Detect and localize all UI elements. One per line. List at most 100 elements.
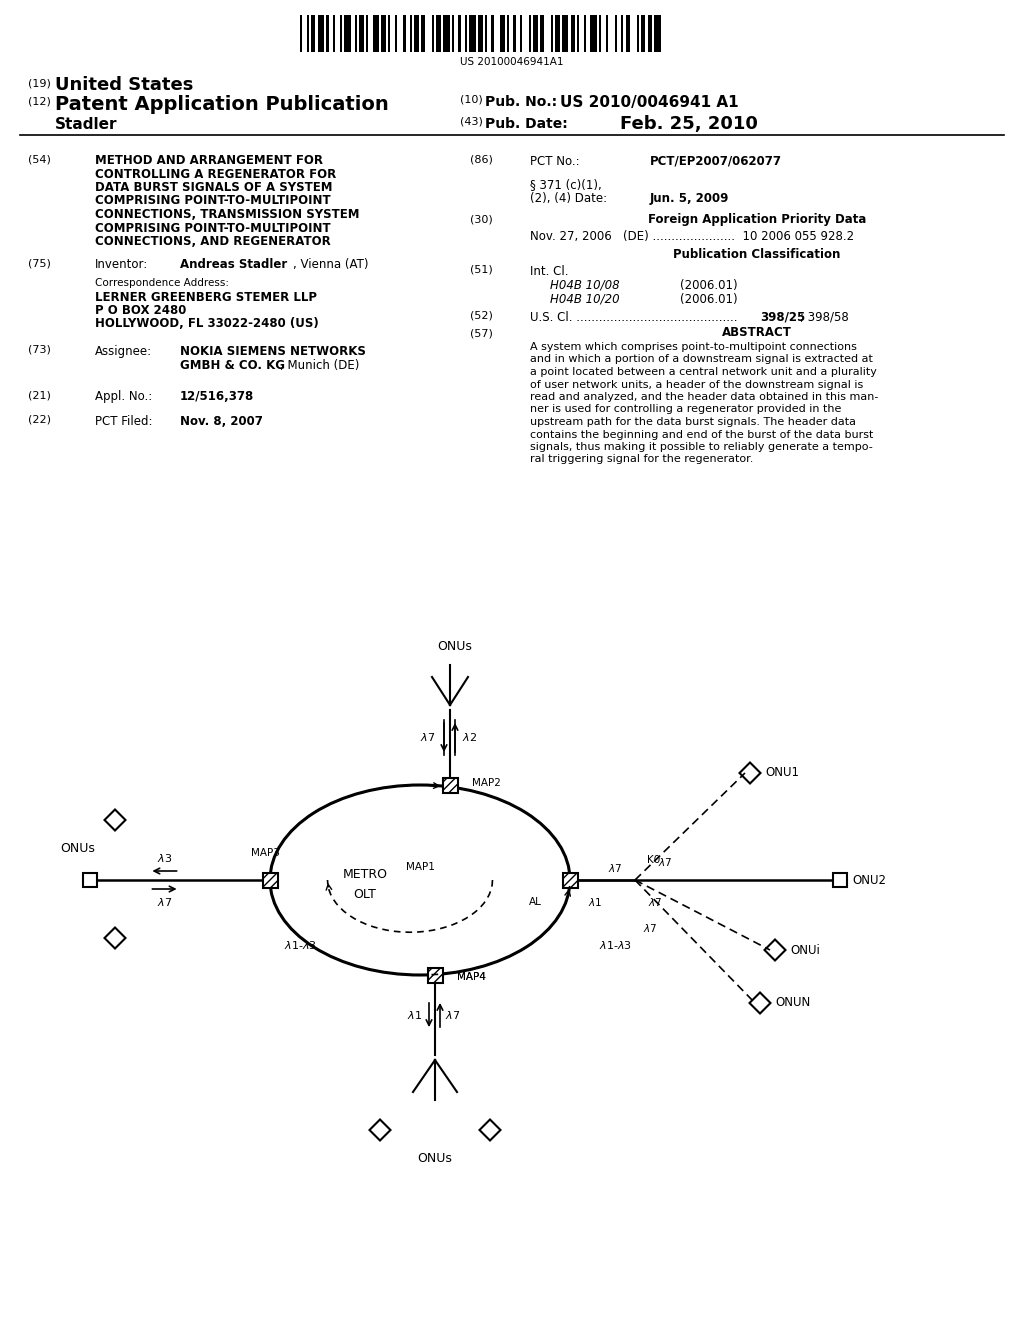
Bar (443, 15, 450, 51)
Text: (51): (51) (470, 265, 493, 275)
Bar (427, 968, 442, 982)
Text: (21): (21) (28, 389, 51, 400)
Text: ABSTRACT: ABSTRACT (722, 326, 792, 339)
Text: (22): (22) (28, 414, 51, 425)
Text: US 2010/0046941 A1: US 2010/0046941 A1 (560, 95, 738, 110)
Bar (317, 15, 325, 51)
Text: $\lambda$7: $\lambda$7 (643, 921, 657, 935)
Bar (641, 15, 645, 51)
Text: MAP1: MAP1 (406, 862, 434, 873)
Text: MAP2: MAP2 (472, 777, 501, 788)
Bar (555, 15, 559, 51)
Text: LERNER GREENBERG STEMER LLP: LERNER GREENBERG STEMER LLP (95, 290, 317, 304)
Bar (359, 15, 364, 51)
Text: NOKIA SIEMENS NETWORKS: NOKIA SIEMENS NETWORKS (180, 345, 366, 358)
Text: (86): (86) (470, 154, 493, 165)
Bar (484, 15, 487, 51)
Text: , Vienna (AT): , Vienna (AT) (293, 257, 369, 271)
Bar (262, 873, 278, 887)
Bar (520, 15, 522, 51)
Bar (452, 15, 454, 51)
Text: (43): (43) (460, 117, 486, 127)
Text: read and analyzed, and the header data obtained in this man-: read and analyzed, and the header data o… (530, 392, 879, 403)
Bar (478, 15, 482, 51)
Text: upstream path for the data burst signals. The header data: upstream path for the data burst signals… (530, 417, 856, 426)
Text: (12): (12) (28, 96, 51, 107)
Text: K0: K0 (647, 855, 660, 865)
Text: of user network units, a header of the downstream signal is: of user network units, a header of the d… (530, 380, 863, 389)
Bar (311, 15, 315, 51)
Bar (599, 15, 601, 51)
Bar (442, 777, 458, 792)
Bar (591, 15, 597, 51)
Text: $\lambda$3: $\lambda$3 (157, 851, 172, 865)
Text: DATA BURST SIGNALS OF A SYSTEM: DATA BURST SIGNALS OF A SYSTEM (95, 181, 333, 194)
Bar (637, 15, 639, 51)
Text: METHOD AND ARRANGEMENT FOR: METHOD AND ARRANGEMENT FOR (95, 154, 323, 168)
Text: $\lambda$7: $\lambda$7 (157, 896, 172, 908)
Text: ONUs: ONUs (437, 640, 472, 653)
Bar (551, 15, 553, 51)
Text: $\lambda$1: $\lambda$1 (588, 896, 602, 908)
Text: ONU1: ONU1 (765, 767, 799, 780)
Polygon shape (104, 809, 126, 830)
Bar (654, 15, 660, 51)
Text: CONTROLLING A REGENERATOR FOR: CONTROLLING A REGENERATOR FOR (95, 168, 336, 181)
Bar (833, 873, 847, 887)
Text: $\lambda$7: $\lambda$7 (421, 731, 435, 743)
Bar (432, 15, 434, 51)
Text: PCT/EP2007/062077: PCT/EP2007/062077 (650, 154, 782, 168)
Text: (30): (30) (470, 215, 493, 224)
Text: PCT Filed:: PCT Filed: (95, 414, 153, 428)
Bar (436, 15, 440, 51)
Polygon shape (370, 1119, 390, 1140)
Bar (459, 15, 461, 51)
Text: contains the beginning and end of the burst of the data burst: contains the beginning and end of the bu… (530, 429, 873, 440)
Text: $\lambda$1-$\lambda$3: $\lambda$1-$\lambda$3 (599, 939, 632, 950)
Text: GMBH & CO. KG: GMBH & CO. KG (180, 359, 285, 372)
Text: signals, thus making it possible to reliably generate a tempo-: signals, thus making it possible to reli… (530, 442, 872, 451)
Bar (492, 15, 494, 51)
Bar (578, 15, 580, 51)
Text: $\lambda$1: $\lambda$1 (408, 1008, 423, 1020)
Text: COMPRISING POINT-TO-MULTIPOINT: COMPRISING POINT-TO-MULTIPOINT (95, 222, 331, 235)
Text: $\lambda$7: $\lambda$7 (648, 896, 663, 908)
Text: (2006.01): (2006.01) (680, 293, 737, 306)
Text: ONUs: ONUs (60, 842, 95, 855)
Bar (355, 15, 357, 51)
Text: (2), (4) Date:: (2), (4) Date: (530, 191, 607, 205)
Bar (507, 15, 509, 51)
Polygon shape (479, 1119, 501, 1140)
Bar (570, 15, 575, 51)
Text: Stadler: Stadler (55, 117, 118, 132)
Bar (388, 15, 390, 51)
Text: (73): (73) (28, 345, 51, 355)
Bar (540, 15, 544, 51)
Text: (10): (10) (460, 95, 486, 106)
Text: COMPRISING POINT-TO-MULTIPOINT: COMPRISING POINT-TO-MULTIPOINT (95, 194, 331, 207)
Text: $\lambda$2: $\lambda$2 (463, 731, 477, 743)
Text: CONNECTIONS, TRANSMISSION SYSTEM: CONNECTIONS, TRANSMISSION SYSTEM (95, 209, 359, 220)
Bar (513, 15, 516, 51)
Text: MAP4: MAP4 (457, 972, 485, 982)
Text: MAP4: MAP4 (457, 972, 485, 982)
Text: Pub. Date:: Pub. Date: (485, 117, 567, 131)
Bar (300, 15, 302, 51)
Bar (344, 15, 350, 51)
Text: Inventor:: Inventor: (95, 257, 148, 271)
Text: ONUs: ONUs (418, 1152, 453, 1166)
Text: Foreign Application Priority Data: Foreign Application Priority Data (648, 213, 866, 226)
Text: OLT: OLT (353, 887, 377, 900)
Bar (469, 15, 476, 51)
Text: Patent Application Publication: Patent Application Publication (55, 95, 389, 114)
Text: § 371 (c)(1),: § 371 (c)(1), (530, 178, 602, 191)
Text: Assignee:: Assignee: (95, 345, 153, 358)
Text: P O BOX 2480: P O BOX 2480 (95, 304, 186, 317)
Text: Appl. No.:: Appl. No.: (95, 389, 153, 403)
Bar (366, 15, 369, 51)
Bar (394, 15, 396, 51)
Text: and in which a portion of a downstream signal is extracted at: and in which a portion of a downstream s… (530, 355, 872, 364)
Text: Nov. 27, 2006   (DE) ......................  10 2006 055 928.2: Nov. 27, 2006 (DE) .....................… (530, 230, 854, 243)
Bar (528, 15, 531, 51)
Text: (75): (75) (28, 257, 51, 268)
